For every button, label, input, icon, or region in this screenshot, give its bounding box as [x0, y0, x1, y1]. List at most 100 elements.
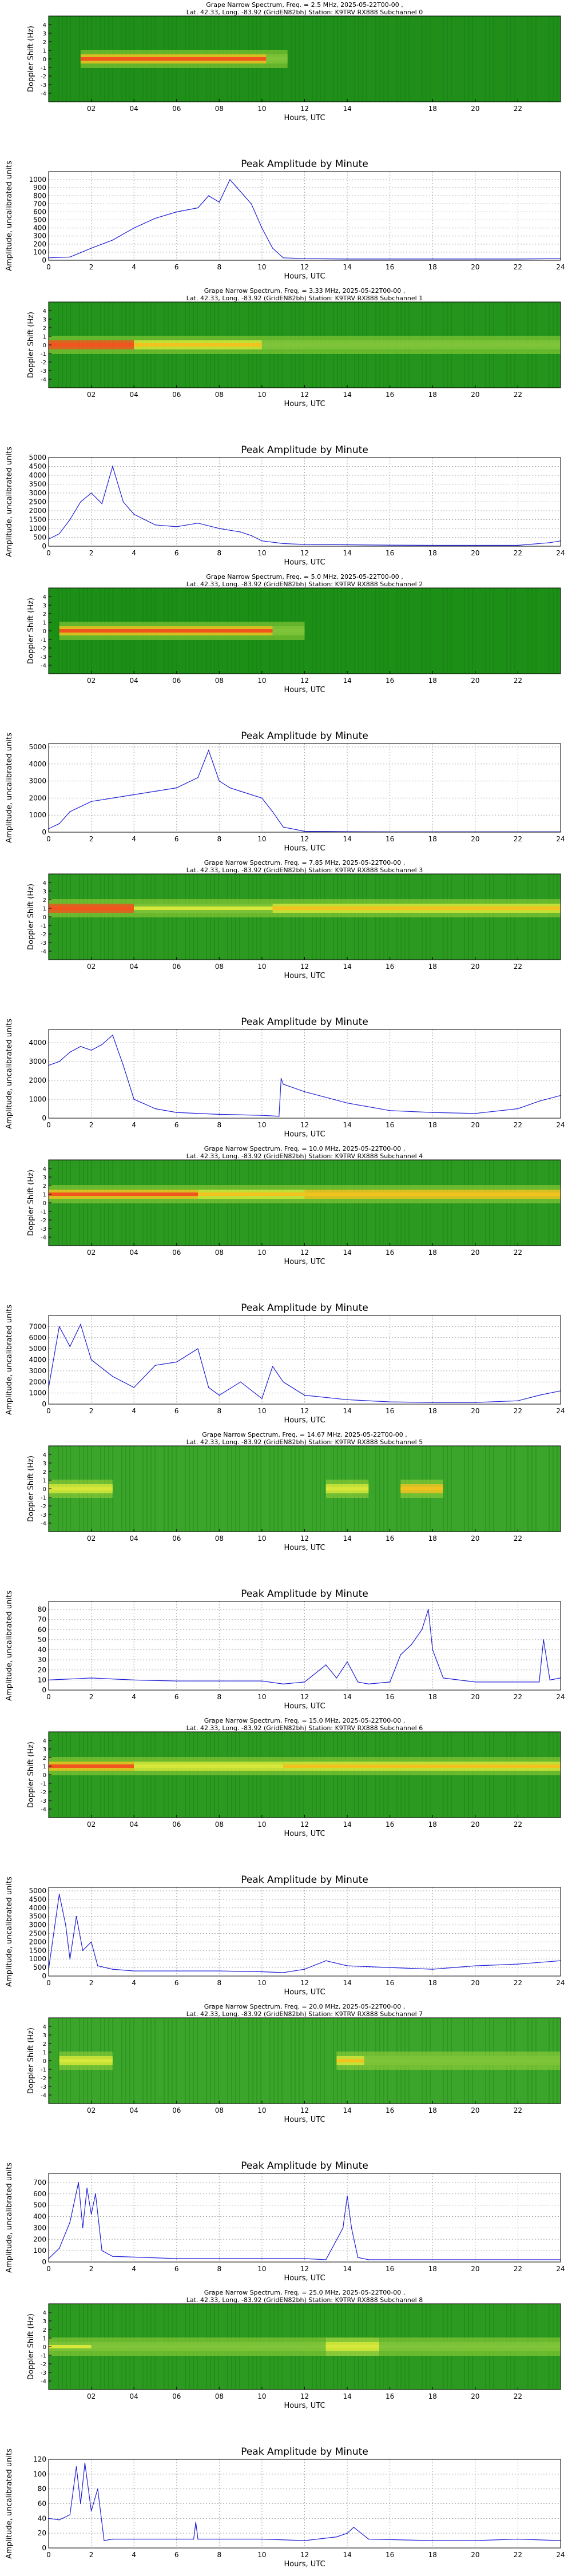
amplitude-point	[197, 207, 198, 209]
amplitude-point	[197, 522, 198, 524]
amplitude-xtick-label: 14	[343, 2265, 351, 2273]
spectrum-streak	[354, 16, 355, 102]
spectrum-streak	[58, 588, 59, 674]
spectrum-band-core	[325, 2345, 380, 2348]
amplitude-xtick-label: 0	[46, 1407, 51, 1415]
spectrum-streak	[303, 1446, 304, 1532]
amplitude-xtick-label: 24	[556, 1979, 565, 1987]
amplitude-xtick-label: 22	[514, 2551, 522, 2559]
spectrum-title-line1: Grape Narrow Spectrum, Freq. = 10.0 MHz,…	[204, 1145, 406, 1152]
amplitude-title: Peak Amplitude by Minute	[241, 2446, 368, 2458]
spectrum-streak	[260, 2018, 261, 2104]
amplitude-xtick-label: 12	[300, 263, 309, 271]
spectrum-streak	[379, 588, 380, 674]
spectrum-ytick-label: -2	[41, 1504, 46, 1510]
amplitude-ytick-label: 0	[42, 2544, 46, 2552]
spectrum-ytick-label: 1	[43, 1478, 46, 1484]
spectrum-xtick-label: 14	[343, 1249, 351, 1257]
amplitude-point	[112, 1969, 113, 1970]
spectrum-ytick-label: 4	[43, 880, 46, 887]
spectrum-streak	[451, 16, 452, 102]
amplitude-point	[240, 531, 241, 532]
spectrum-ytick-label: -3	[41, 654, 46, 661]
amplitude-frame	[48, 1601, 561, 1691]
spectrum-streak	[231, 2018, 232, 2104]
spectrum-xtick-label: 08	[215, 1820, 224, 1828]
spectrum-streak	[383, 16, 384, 102]
amplitude-point	[517, 544, 519, 546]
amplitude-xtick-label: 16	[386, 263, 394, 271]
spectrum-xtick-label: 10	[257, 391, 266, 399]
spectrum-streak	[379, 1446, 380, 1532]
amplitude-ytick-label: 2000	[29, 1076, 46, 1084]
spectrum-streak	[324, 588, 325, 674]
amplitude-point	[251, 203, 252, 205]
spectrum-ytick-label: -1	[41, 923, 46, 929]
spectrum-xtick-label: 08	[215, 2392, 224, 2400]
amplitude-xtick-label: 24	[556, 549, 565, 557]
amplitude-xtick-label: 8	[217, 1693, 222, 1701]
spectrum-ytick-label: -4	[41, 2379, 46, 2385]
spectrum-streak	[154, 1446, 156, 1532]
spectrum-xtick-label: 02	[87, 2392, 96, 2400]
amplitude-title: Peak Amplitude by Minute	[241, 444, 368, 456]
amplitude-frame	[48, 743, 561, 833]
spectrum-xtick-label: 10	[257, 1249, 266, 1257]
spectrum-ytick-label: 3	[43, 31, 46, 37]
amplitude-xtick-label: 6	[174, 2265, 179, 2273]
amplitude-xtick-label: 18	[428, 2551, 437, 2559]
amplitude-ytick-label: 2000	[29, 507, 46, 515]
spectrum-xtick-label: 22	[514, 1820, 522, 1828]
amplitude-xtick-label: 0	[46, 835, 51, 843]
spectrum-streak	[493, 16, 494, 102]
spectrum-xtick-label: 04	[130, 2106, 138, 2114]
amplitude-xtick-label: 10	[257, 263, 266, 271]
spectrum-streak	[404, 588, 406, 674]
amplitude-point	[176, 1680, 177, 1681]
spectrogram-8: Grape Narrow Spectrum, Freq. = 25.0 MHz,…	[27, 2289, 561, 2410]
amplitude-ytick-label: 1000	[29, 176, 46, 184]
amplitude-xtick-label: 10	[257, 2551, 266, 2559]
spectrum-streak	[514, 588, 515, 674]
spectrum-streak	[112, 1446, 113, 1532]
spectrum-xtick-label: 06	[172, 1535, 181, 1543]
spectrum-ytick-label: -4	[41, 1235, 46, 1241]
spectrum-xlabel: Hours, UTC	[284, 1544, 325, 1552]
spectrum-band-core	[49, 1487, 113, 1490]
spectrum-streak	[295, 16, 296, 102]
amplitude-point	[261, 797, 263, 799]
spectrum-ytick-label: -3	[41, 1798, 46, 1804]
amplitude-title: Peak Amplitude by Minute	[241, 1302, 368, 1314]
amplitude-point	[517, 2259, 519, 2260]
spectrum-ytick-label: -3	[41, 2084, 46, 2090]
amplitude-point	[58, 823, 60, 824]
amplitude-point	[133, 1387, 134, 1388]
amplitude-point	[517, 2538, 519, 2540]
spectrum-streak	[316, 1446, 317, 1532]
spectrum-streak	[210, 2018, 211, 2104]
amplitude-frame	[48, 1887, 561, 1977]
spectrum-ytick-label: 4	[43, 1166, 46, 1172]
amplitude-point	[101, 503, 103, 504]
amplitude-ytick-label: 5000	[29, 743, 46, 751]
spectrum-streak	[333, 16, 334, 102]
spectrum-streak	[316, 16, 317, 102]
amplitude-xtick-label: 24	[556, 835, 565, 843]
amplitude-ytick-label: 100	[33, 248, 46, 256]
amplitude-ylabel: Amplitude, uncalibrated units	[5, 1877, 14, 1987]
amplitude-point	[347, 1102, 348, 1104]
amplitude-xtick-label: 4	[132, 2265, 136, 2273]
amplitude-xtick-label: 8	[217, 1979, 222, 1987]
spectrum-ytick-label: -3	[41, 368, 46, 375]
amplitude-point	[58, 1326, 60, 1327]
spectrum-streak	[320, 1446, 321, 1532]
spectrum-streak	[354, 588, 355, 674]
amplitude-xtick-label: 8	[217, 2551, 222, 2559]
amplitude-xtick-label: 22	[514, 263, 522, 271]
amplitude-xtick-label: 18	[428, 2265, 437, 2273]
amplitude-point	[84, 2462, 86, 2464]
spectrogram-3: Grape Narrow Spectrum, Freq. = 7.85 MHz,…	[27, 859, 561, 980]
amplitude-xtick-label: 18	[428, 1693, 437, 1701]
spectrum-ylabel: Doppler Shift (Hz)	[27, 598, 35, 664]
